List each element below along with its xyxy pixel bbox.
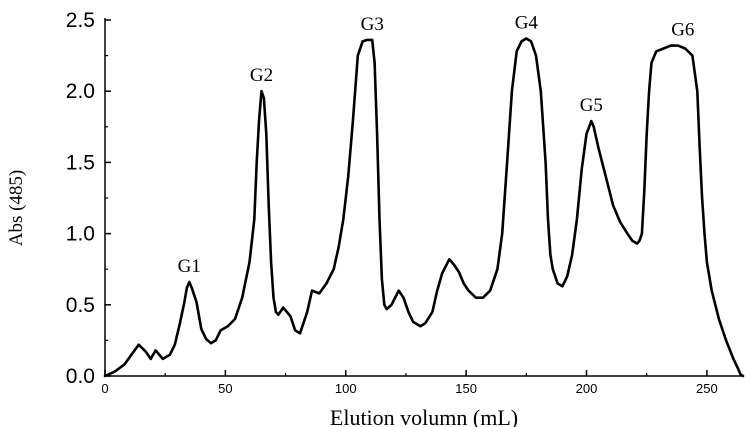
peak-label: G1 [178,256,201,277]
x-axis-title: Elution volumn (mL) [330,405,518,427]
peak-label: G3 [361,14,384,35]
x-tick-label: 200 [576,381,598,396]
peak-labels: G1 G2 G3 G4 G5 G6 [178,13,695,278]
x-tick-label: 100 [335,381,357,396]
peak-label: G2 [250,65,273,86]
series-layer [103,37,745,378]
y-tick-label: 0.5 [66,294,95,317]
y-tick-label: 2.5 [66,9,95,32]
x-axis: 0 50 100 150 200 250 [101,370,718,396]
x-tick-label: 0 [101,381,108,396]
x-tick-label: 50 [218,381,232,396]
absorbance-line [103,37,745,378]
x-tick-label: 150 [455,381,477,396]
peak-label: G4 [515,13,539,34]
x-tick-label: 250 [696,381,718,396]
y-tick-label: 0.0 [66,365,95,388]
y-axis: 0.0 0.5 1.0 1.5 2.0 2.5 [66,9,111,388]
y-tick-label: 1.5 [66,151,95,174]
y-axis-title: Abs (485) [6,170,27,247]
plot-frame [104,18,743,377]
peak-label: G5 [580,95,603,116]
peak-label: G6 [671,20,694,41]
y-tick-label: 1.0 [66,223,95,246]
y-tick-label: 2.0 [66,80,95,103]
